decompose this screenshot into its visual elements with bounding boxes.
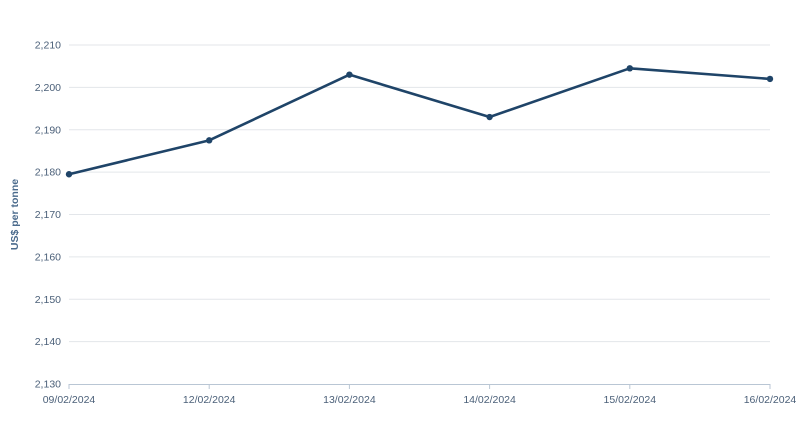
series-group <box>65 65 774 178</box>
y-tick-label: 2,190 <box>35 124 61 136</box>
y-tick-label: 2,150 <box>35 294 61 306</box>
data-point[interactable] <box>486 113 493 121</box>
y-tick-label: 2,200 <box>35 82 61 94</box>
series-line <box>67 67 772 176</box>
gridlines <box>69 44 770 343</box>
x-tick-label: 16/02/2024 <box>744 394 797 406</box>
data-point[interactable] <box>65 171 73 178</box>
y-tick-labels: 2,130 2,140 2,150 2,160 2,170 2,180 2,190 2,200… <box>35 40 61 391</box>
y-tick-label: 2,210 <box>35 40 61 52</box>
y-axis-title: US$ per tonne <box>9 179 21 250</box>
x-tick-label: 12/02/2024 <box>183 394 236 406</box>
data-point[interactable] <box>626 65 633 72</box>
data-point[interactable] <box>206 137 213 144</box>
y-tick-label: 2,140 <box>35 336 61 348</box>
data-point[interactable] <box>766 75 774 83</box>
y-tick-label: 2,170 <box>35 209 61 221</box>
x-tick-label: 14/02/2024 <box>463 394 516 406</box>
x-tick-label: 09/02/2024 <box>43 394 96 406</box>
y-tick-label: 2,130 <box>35 379 61 391</box>
y-tick-label: 2,180 <box>35 167 61 179</box>
y-tick-label: 2,160 <box>35 251 61 263</box>
data-point[interactable] <box>346 71 353 78</box>
x-tick-labels: 09/02/2024 12/02/2024 13/02/2024 14/02/2024… <box>43 384 797 406</box>
x-tick-label: 15/02/2024 <box>604 394 657 406</box>
x-tick-label: 13/02/2024 <box>323 394 376 406</box>
